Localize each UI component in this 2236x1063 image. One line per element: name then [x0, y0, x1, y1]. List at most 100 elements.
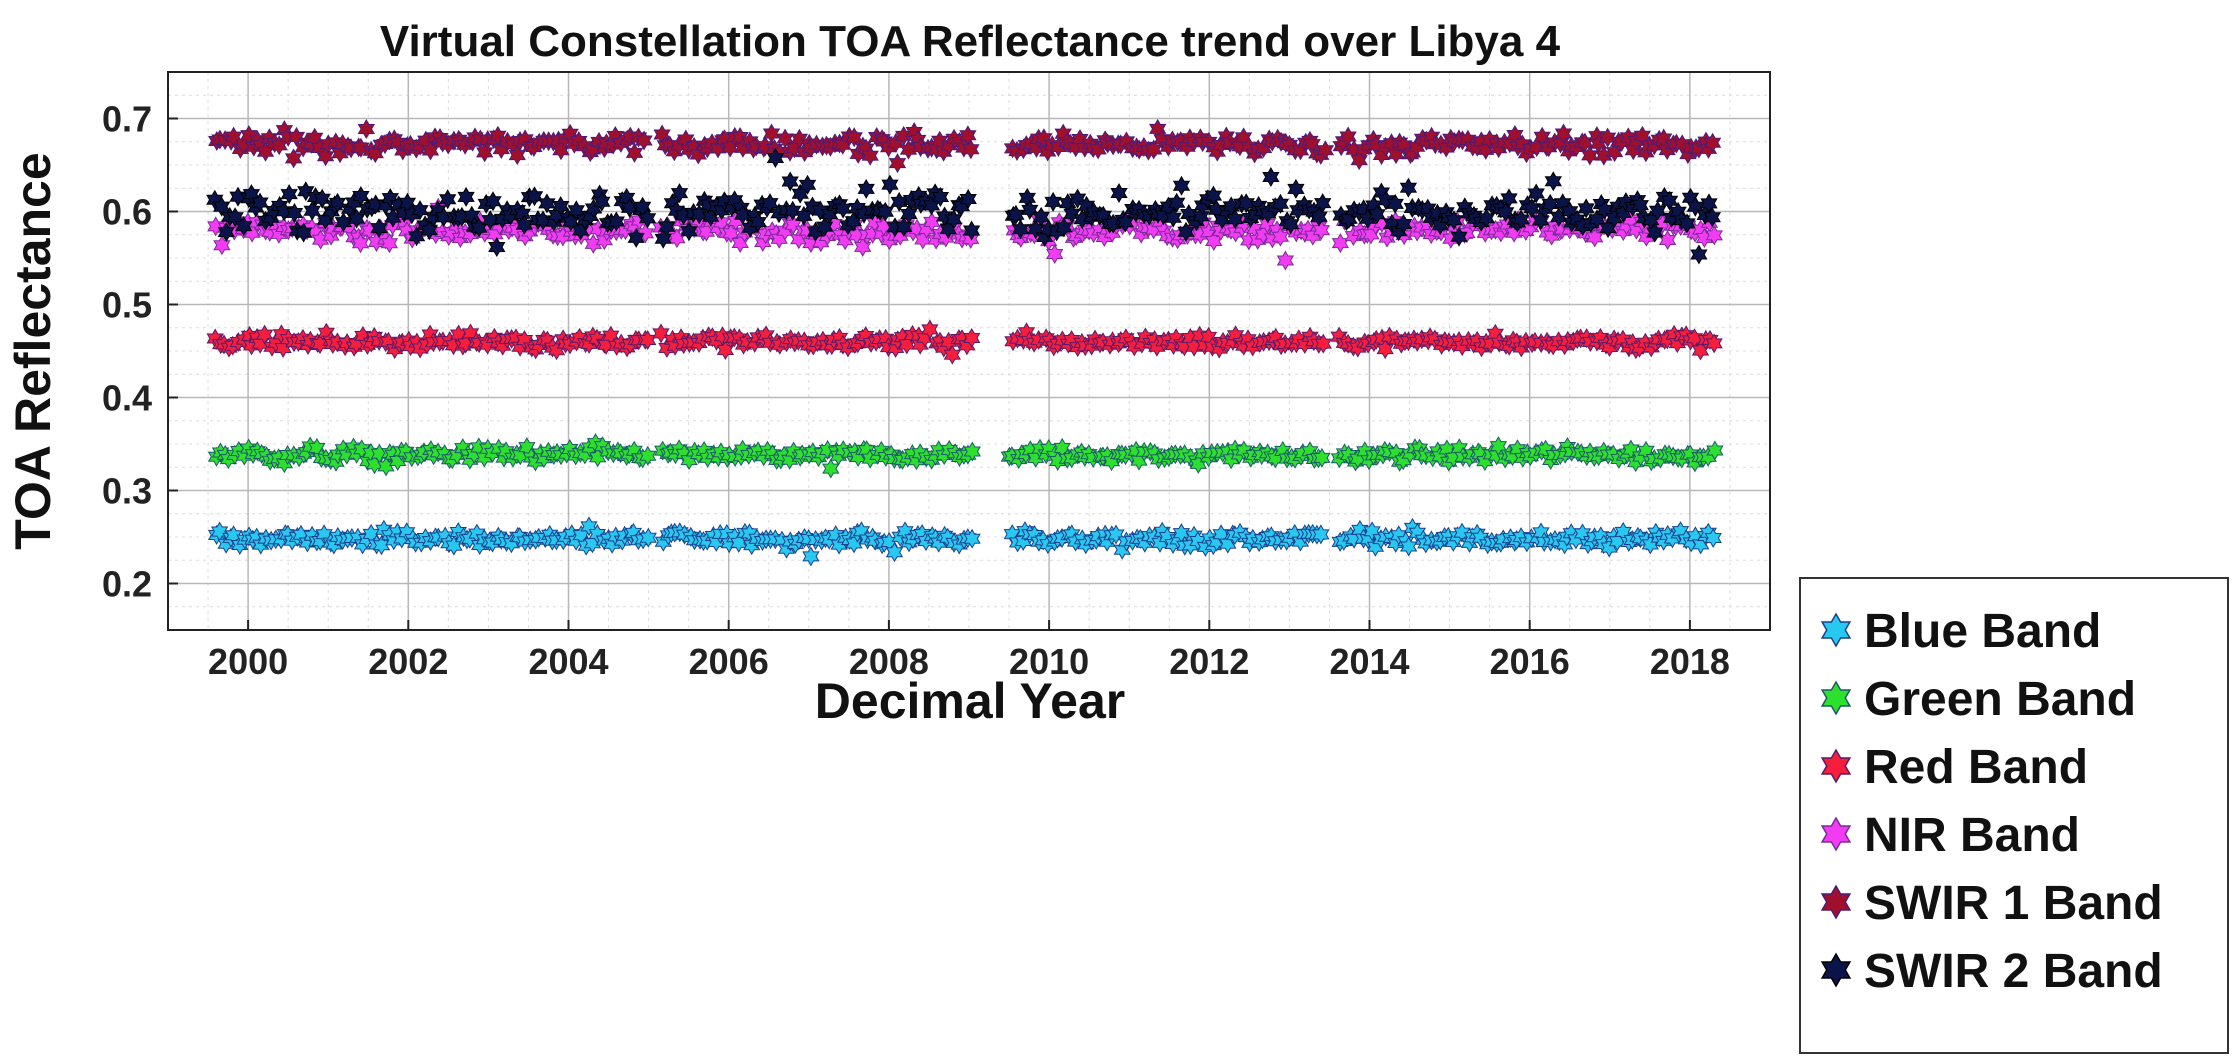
data-point: [235, 216, 253, 237]
data-point: [1690, 244, 1708, 265]
x-tick-label: 2008: [849, 641, 929, 682]
x-tick-label: 2002: [368, 641, 448, 682]
legend-label: SWIR 1 Band: [1864, 877, 2163, 930]
data-point: [357, 119, 375, 139]
data-point: [888, 153, 907, 174]
legend-marker: [1820, 748, 1852, 784]
series-green-band: [207, 433, 1724, 479]
data-point: [217, 222, 235, 242]
data-point: [457, 186, 475, 207]
data-point: [1649, 200, 1667, 221]
data-point: [439, 189, 457, 210]
data-point: [963, 528, 981, 549]
data-point: [525, 186, 544, 207]
data-point: [1177, 221, 1195, 242]
data-point: [1544, 171, 1562, 192]
data-point: [962, 139, 980, 160]
data-point: [802, 546, 820, 567]
legend-marker: [1820, 816, 1852, 852]
data-point: [962, 220, 981, 241]
data-point: [1705, 225, 1723, 246]
data-point: [639, 445, 657, 466]
data-point: [538, 193, 556, 214]
legend: Blue Band Green Band Red Band NIR Band SWIR …: [1799, 577, 2229, 1054]
y-tick-label: 0.4: [102, 378, 152, 419]
x-tick-label: 2010: [1009, 641, 1089, 682]
data-point: [1445, 210, 1463, 231]
data-point: [900, 204, 918, 224]
data-point: [931, 187, 950, 207]
data-point: [1704, 528, 1722, 548]
y-tick-label: 0.6: [102, 192, 152, 233]
data-point: [1312, 220, 1330, 241]
data-point: [1705, 333, 1723, 354]
data-point: [251, 192, 269, 213]
data-point: [328, 192, 347, 213]
data-point: [348, 208, 366, 229]
data-point: [857, 178, 875, 199]
data-point: [1512, 209, 1530, 230]
data-point: [1312, 524, 1330, 545]
data-point: [1453, 522, 1471, 543]
data-point: [1271, 193, 1290, 214]
data-point: [1237, 193, 1255, 214]
data-point: [1477, 208, 1496, 229]
data-point: [876, 201, 894, 222]
plot-frame: [167, 71, 1771, 631]
data-point: [280, 184, 298, 205]
data-point: [593, 191, 611, 212]
legend-marker: [1820, 952, 1852, 988]
data-point: [881, 174, 899, 195]
legend-marker: [1820, 884, 1852, 920]
data-point: [303, 200, 321, 221]
data-point: [1703, 207, 1721, 228]
data-point: [1316, 140, 1335, 161]
data-point: [411, 200, 429, 221]
data-point: [1660, 190, 1679, 211]
data-point: [1450, 226, 1468, 247]
data-point: [766, 148, 785, 168]
data-point: [1168, 192, 1186, 213]
data-point: [963, 441, 981, 462]
x-tick-label: 2000: [208, 641, 288, 682]
data-point: [1172, 175, 1191, 196]
data-point: [1276, 250, 1295, 271]
data-point: [1262, 167, 1280, 187]
x-tick-label: 2018: [1650, 641, 1730, 682]
data-point: [784, 200, 802, 221]
data-point: [652, 323, 670, 344]
data-point: [380, 233, 399, 254]
data-point: [895, 216, 913, 237]
data-point: [1577, 198, 1595, 219]
legend-label: Green Band: [1864, 673, 2136, 726]
data-point: [959, 189, 977, 209]
x-axis: 2000 2002 2004 2006 2008 2010 2012 2014 2016 2018: [208, 620, 1730, 682]
y-axis: 0.2 0.3 0.4 0.5 0.6 0.7: [102, 99, 178, 605]
data-point: [658, 216, 676, 237]
data-point: [484, 191, 502, 212]
data-point: [798, 174, 817, 195]
legend-label: SWIR 2 Band: [1864, 945, 2163, 998]
data-point: [670, 183, 689, 204]
data-point: [1500, 188, 1518, 209]
data-point: [313, 188, 331, 209]
data-point: [1282, 214, 1300, 235]
data-point: [488, 237, 506, 257]
legend-label: Blue Band: [1864, 605, 2101, 658]
data-point: [515, 214, 533, 235]
x-tick-label: 2014: [1329, 641, 1409, 682]
x-tick-label: 2004: [528, 641, 608, 682]
y-tick-label: 0.2: [102, 564, 152, 605]
x-tick-label: 2006: [689, 641, 769, 682]
y-axis-label: TOA Reflectance: [5, 152, 61, 549]
legend-box: [1799, 577, 2229, 1054]
data-point: [639, 527, 657, 548]
data-point: [1021, 199, 1039, 220]
data-point: [607, 211, 625, 232]
data-point: [1678, 213, 1696, 234]
data-point: [1598, 127, 1617, 148]
data-point: [625, 142, 644, 163]
y-tick-label: 0.5: [102, 285, 152, 326]
y-tick-label: 0.7: [102, 99, 152, 140]
data-point: [370, 218, 388, 239]
